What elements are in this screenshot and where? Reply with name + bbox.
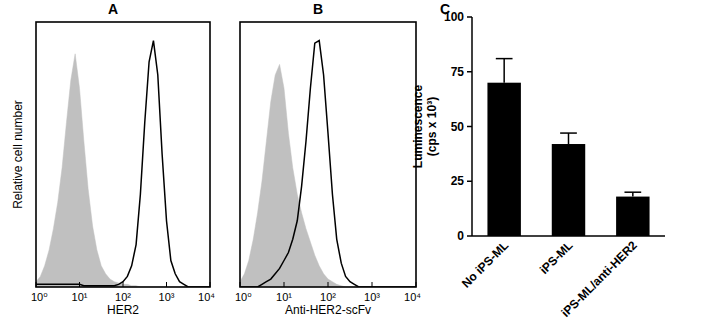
- x-tick-label: iPS-ML: [537, 238, 576, 277]
- x-tick-label: 10⁴: [198, 291, 215, 303]
- x-tick-label: 10³: [159, 291, 175, 303]
- x-tick-label: 10¹: [276, 291, 292, 303]
- x-tick-label: 10⁰: [235, 291, 252, 303]
- x-tick: [36, 282, 37, 287]
- y-tick: [467, 126, 472, 128]
- y-tick-label: 50: [451, 120, 465, 134]
- x-tick: [166, 282, 167, 287]
- x-tick-label: 10⁴: [404, 291, 421, 303]
- x-tick: [210, 282, 211, 287]
- plot-data: [487, 59, 649, 236]
- x-tick: [372, 282, 373, 287]
- x-tick-label: 10³: [364, 291, 380, 303]
- panel-title: B: [313, 1, 323, 17]
- error-bar: [496, 59, 513, 83]
- y-axis-label: Luminescence: [411, 84, 425, 168]
- x-tick-label: iPS-ML/anti-HER2: [558, 238, 640, 320]
- panel: CNo iPS-MLiPS-MLiPS-ML/anti-HER202550751…: [411, 1, 665, 320]
- y-tick: [467, 181, 472, 183]
- y-tick-label: 75: [451, 65, 465, 79]
- x-tick-label: 10²: [115, 291, 131, 303]
- y-tick: [467, 16, 472, 18]
- x-axis: [472, 235, 665, 237]
- error-cap: [560, 132, 577, 134]
- histogram-line: [240, 41, 416, 287]
- y-axis-label: Relative cell number: [11, 100, 25, 209]
- figure: A 10⁰ 10¹ 10² 10³ 10⁴ HER2 Relative cell number…: [0, 0, 716, 321]
- error-stem: [568, 133, 570, 144]
- x-tick: [416, 282, 417, 287]
- x-tick: [79, 282, 80, 287]
- plot-frame: [240, 22, 416, 287]
- histogram-area: [36, 54, 210, 287]
- panel-title: A: [108, 1, 118, 17]
- y-tick: [467, 235, 472, 237]
- plot-data: [36, 41, 210, 287]
- histogram-area: [240, 64, 416, 287]
- x-tick-label: 10⁰: [31, 291, 48, 303]
- x-axis-label: Anti-HER2-scFv: [285, 303, 371, 317]
- x-tick: [123, 282, 124, 287]
- y-tick-label: 100: [444, 10, 464, 24]
- x-tick-label: No iPS-ML: [459, 238, 511, 290]
- error-cap: [624, 191, 641, 193]
- panel: B 10⁰ 10¹ 10² 10³ 10⁴ Anti-HER2-scFv: [235, 1, 421, 317]
- histogram-line: [36, 41, 210, 287]
- y-tick: [467, 71, 472, 73]
- bar: [487, 83, 520, 236]
- error-cap: [496, 58, 513, 60]
- x-tick: [328, 282, 329, 287]
- x-tick-label: 10¹: [72, 291, 88, 303]
- x-axis-label: HER2: [107, 303, 139, 317]
- plot-data: [240, 41, 416, 287]
- y-axis-label: (cps x 10³): [425, 97, 439, 156]
- error-stem: [503, 59, 505, 83]
- y-tick-label: 25: [451, 174, 465, 188]
- error-bar: [624, 192, 641, 196]
- x-tick: [284, 282, 285, 287]
- error-bar: [560, 133, 577, 144]
- x-tick: [240, 282, 241, 287]
- bar: [616, 197, 649, 236]
- plot-frame: [36, 22, 210, 287]
- y-tick-label: 0: [457, 229, 464, 243]
- bar: [552, 144, 585, 236]
- x-tick-label: 10²: [320, 291, 336, 303]
- panel: A 10⁰ 10¹ 10² 10³ 10⁴ HER2 Relative cell number: [11, 1, 215, 317]
